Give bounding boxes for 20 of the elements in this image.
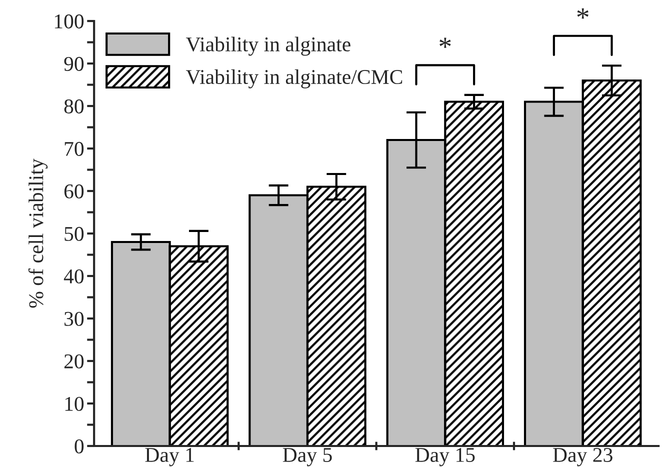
y-tick-label: 20 [64,354,84,368]
x-tick-label: Day 23 [553,448,612,466]
x-tick-label: Day 1 [145,448,194,466]
legend-label: Viability in alginate/CMC [186,69,402,88]
y-tick-label: 40 [64,269,84,284]
y-tick-label: 50 [64,226,84,241]
y-tick-label: 10 [65,396,84,411]
x-tick-label: Day 15 [415,448,475,466]
legend-label: Viability in alginate [186,36,350,56]
text: * [577,8,588,19]
y-tick-label: 90 [64,56,84,71]
y-axis-title: % of cell viability [28,158,48,308]
y-tick-label: 60 [64,184,84,198]
y-tick-label: 70 [64,142,84,156]
annotation: * [440,38,451,48]
y-tick-label: 30 [64,312,84,326]
y-tick-label: 100 [54,14,84,28]
y-tick-label: 80 [64,99,84,114]
y-tick-label: 0 [74,439,84,454]
x-tick-label: Day 5 [282,448,332,466]
